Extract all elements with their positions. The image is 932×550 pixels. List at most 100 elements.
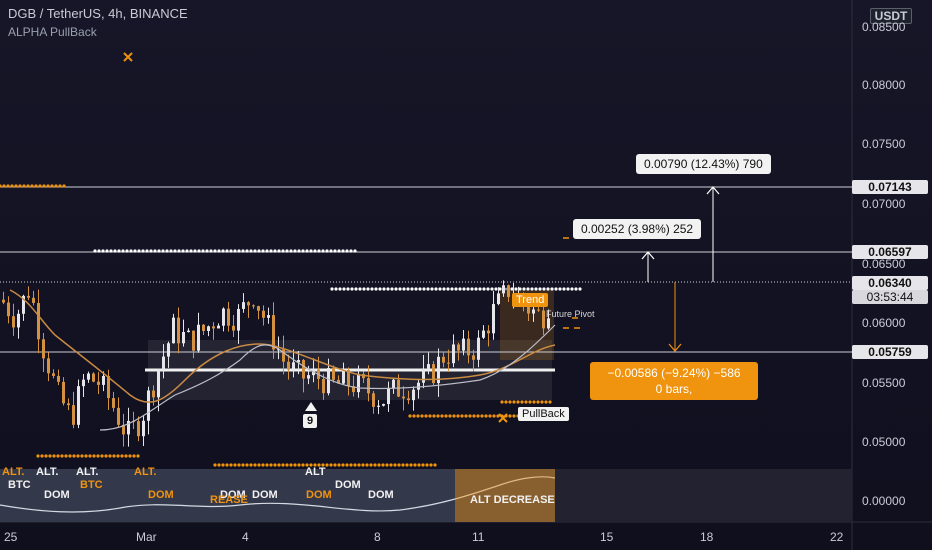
future-pivot-label: Future Pivot bbox=[546, 309, 595, 319]
level-dot bbox=[325, 463, 329, 467]
measure-up-2-label[interactable]: 0.00252 (3.98%) 252 bbox=[573, 219, 702, 239]
level-dot bbox=[213, 249, 217, 253]
level-dot bbox=[76, 454, 80, 458]
candle-body bbox=[227, 308, 230, 326]
level-dot bbox=[217, 249, 221, 253]
level-dot bbox=[60, 454, 64, 458]
level-dot bbox=[337, 463, 341, 467]
level-dot bbox=[514, 287, 518, 291]
level-dot bbox=[429, 463, 433, 467]
measure-up-1-label[interactable]: 0.00790 (12.43%) 790 bbox=[636, 154, 771, 174]
candle-body bbox=[117, 407, 120, 425]
level-dot bbox=[358, 287, 362, 291]
level-dot bbox=[408, 414, 412, 418]
level-dot bbox=[466, 287, 470, 291]
candle-body bbox=[92, 373, 95, 382]
level-dot bbox=[410, 287, 414, 291]
candle-body bbox=[222, 308, 225, 326]
candle-body bbox=[162, 356, 165, 371]
candle-body bbox=[292, 362, 295, 370]
level-dot bbox=[217, 463, 221, 467]
level-dot bbox=[370, 287, 374, 291]
candle-body bbox=[137, 421, 140, 437]
x-mark-top bbox=[123, 52, 133, 62]
level-dot bbox=[221, 249, 225, 253]
level-dot bbox=[92, 454, 96, 458]
level-dot bbox=[330, 287, 334, 291]
level-dot bbox=[488, 414, 492, 418]
level-dot bbox=[538, 287, 542, 291]
level-dot bbox=[305, 463, 309, 467]
lower-pane-label: ALT bbox=[305, 466, 326, 478]
level-dot bbox=[409, 463, 413, 467]
level-dot bbox=[422, 287, 426, 291]
candle-body bbox=[457, 344, 460, 351]
level-dot bbox=[253, 249, 257, 253]
level-dot bbox=[345, 463, 349, 467]
level-dot bbox=[353, 463, 357, 467]
candle-body bbox=[467, 338, 470, 356]
candle-body bbox=[442, 356, 445, 363]
time-tick: 8 bbox=[374, 530, 381, 544]
level-dot bbox=[476, 414, 480, 418]
lower-pane-label: DOM bbox=[368, 489, 394, 501]
indicator-title[interactable]: ALPHA PullBack bbox=[8, 25, 97, 39]
candle-body bbox=[432, 364, 435, 384]
measure-down-label[interactable]: −0.00586 (−9.24%) −586 0 bars, bbox=[590, 362, 758, 400]
level-dot bbox=[500, 400, 504, 404]
candle-body bbox=[22, 295, 25, 314]
level-dot bbox=[40, 454, 44, 458]
symbol-title[interactable]: DGB / TetherUS, 4h, BINANCE bbox=[8, 6, 188, 21]
level-dot bbox=[128, 454, 132, 458]
level-dot bbox=[125, 249, 129, 253]
level-dot bbox=[237, 463, 241, 467]
ma-orange-line bbox=[9, 289, 556, 403]
level-dot bbox=[362, 287, 366, 291]
level-dot bbox=[482, 287, 486, 291]
currency-button[interactable]: USDT bbox=[870, 8, 912, 24]
candle-body bbox=[547, 318, 550, 329]
level-dot bbox=[265, 249, 269, 253]
level-dot bbox=[398, 287, 402, 291]
candle-body bbox=[507, 285, 510, 297]
x-mark-bottom bbox=[498, 413, 508, 423]
lower-pane-label: ALT. bbox=[76, 466, 99, 478]
price-tick: 0.00000 bbox=[862, 494, 906, 508]
level-dot bbox=[44, 454, 48, 458]
level-dot bbox=[534, 287, 538, 291]
level-dot bbox=[0, 184, 2, 188]
candle-body bbox=[437, 356, 440, 384]
candle-body bbox=[492, 304, 495, 334]
level-dot bbox=[570, 287, 574, 291]
level-dot bbox=[510, 287, 514, 291]
level-dot bbox=[18, 184, 22, 188]
lower-pane-label: DOM bbox=[252, 489, 278, 501]
level-dot bbox=[257, 463, 261, 467]
level-dot bbox=[341, 249, 345, 253]
level-dot bbox=[381, 463, 385, 467]
time-tick: 4 bbox=[242, 530, 249, 544]
lower-pane-label: BTC bbox=[8, 479, 31, 491]
level-dot bbox=[54, 184, 58, 188]
level-dot bbox=[468, 414, 472, 418]
level-dot bbox=[289, 463, 293, 467]
level-dot bbox=[424, 414, 428, 418]
level-dot bbox=[225, 249, 229, 253]
level-dot bbox=[492, 414, 496, 418]
candle-body bbox=[47, 358, 50, 374]
level-dot bbox=[105, 249, 109, 253]
candle-body bbox=[12, 316, 15, 328]
candle-body bbox=[127, 420, 130, 435]
level-dot bbox=[460, 414, 464, 418]
candle-body bbox=[97, 381, 100, 385]
level-dot bbox=[84, 454, 88, 458]
candle-body bbox=[87, 373, 90, 380]
candle-body bbox=[82, 379, 85, 387]
level-dot bbox=[116, 454, 120, 458]
level-dot bbox=[578, 287, 582, 291]
candle-body bbox=[357, 373, 360, 393]
level-dot bbox=[72, 454, 76, 458]
level-dot bbox=[50, 184, 54, 188]
level-dot bbox=[93, 249, 97, 253]
